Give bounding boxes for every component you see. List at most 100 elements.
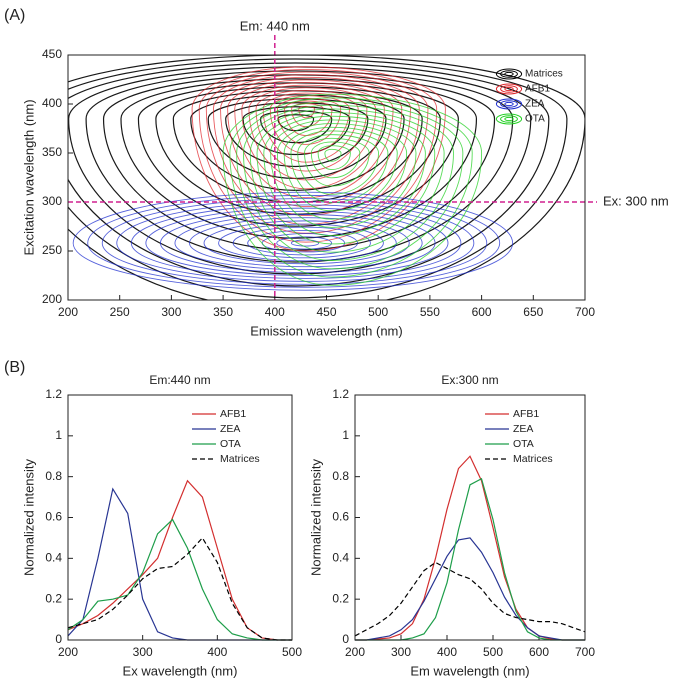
legend-label: OTA [513, 438, 534, 450]
contour-ring [248, 87, 377, 181]
legend-swatch [504, 116, 514, 122]
contour-ring [137, 82, 459, 227]
x-tick-label: 500 [368, 305, 388, 319]
contour-ring [130, 204, 462, 279]
contour-ring [324, 148, 342, 162]
contour-ring [85, 70, 514, 263]
contour-ring [263, 115, 426, 237]
contour-ring [276, 236, 333, 250]
x-tick-label: 600 [472, 305, 492, 319]
y-tick-label: 0.4 [45, 551, 62, 565]
x-tick-label: 700 [575, 305, 595, 319]
y-tick-label: 0.8 [332, 469, 349, 483]
contour-ring [225, 102, 369, 168]
x-tick-label: 700 [575, 645, 595, 659]
contour-ring [68, 62, 550, 287]
legend-swatch [500, 70, 518, 78]
y-tick-label: 0.6 [45, 510, 62, 524]
y-tick-label: 400 [42, 96, 62, 110]
y-tick-label: 1 [55, 428, 62, 442]
y-tick-label: 200 [42, 292, 62, 306]
x-tick-label: 300 [161, 305, 181, 319]
contour-ring [205, 71, 429, 234]
contour-ring [304, 137, 370, 187]
series-line [67, 518, 292, 641]
contour-ring [174, 214, 423, 271]
legend-swatch [504, 101, 514, 107]
y-tick-label: 1.2 [45, 387, 62, 401]
contour-ring [243, 104, 454, 261]
contour-ring [241, 84, 385, 190]
y-tick-label: 450 [42, 47, 62, 61]
reference-label: Ex: 300 nm [603, 193, 669, 208]
plot-frame [354, 394, 586, 641]
y-tick-label: 1 [342, 428, 349, 442]
contour-ring [276, 123, 408, 220]
series-line [354, 561, 586, 637]
chart-title: Ex:300 nm [441, 373, 498, 387]
x-tick-label: 300 [133, 645, 153, 659]
y-tick-label: 0.6 [332, 510, 349, 524]
contour-ring [190, 94, 405, 191]
y-axis-label: Normalized intensity [308, 458, 323, 576]
x-tick-label: 400 [265, 305, 285, 319]
contour-ring [298, 105, 315, 119]
contour-ring [218, 223, 384, 262]
legend-label: AFB1 [220, 408, 246, 420]
y-tick-label: 0.2 [332, 591, 349, 605]
series-line [355, 477, 585, 641]
y-tick-label: 300 [42, 194, 62, 208]
legend-label: OTA [220, 438, 241, 450]
y-axis-label: Normalized intensity [21, 458, 36, 576]
legend-swatch [500, 100, 518, 108]
y-tick-label: 250 [42, 243, 62, 257]
contour-ring [203, 220, 397, 265]
legend-label: AFB1 [513, 408, 539, 420]
contour-ring [297, 134, 379, 195]
y-tick-label: 0 [55, 632, 62, 646]
x-tick-label: 200 [58, 645, 78, 659]
legend-label: Matrices [513, 453, 553, 465]
reference-label: Em: 440 nm [240, 18, 310, 33]
contour-ring [68, 55, 585, 300]
y-tick-label: 0.8 [45, 469, 62, 483]
contour-ring [255, 90, 368, 172]
contour-ring [247, 229, 358, 256]
legend-swatch [495, 68, 523, 80]
legend-label: ZEA [525, 99, 545, 110]
legend-label: AFB1 [525, 84, 550, 95]
x-tick-label: 350 [213, 305, 233, 319]
contour-ring [68, 66, 532, 275]
contour-ring [227, 79, 403, 208]
contour-ring [256, 112, 436, 245]
legend-swatch [495, 98, 523, 110]
panel-label: (A) [4, 7, 25, 24]
legend-swatch [495, 113, 523, 125]
legend-swatch [500, 115, 518, 123]
x-tick-label: 300 [391, 645, 411, 659]
chart-title: Em:440 nm [149, 373, 210, 387]
series-line [67, 479, 292, 641]
x-tick-label: 450 [316, 305, 336, 319]
contour-ring [236, 101, 464, 270]
x-axis-label: Ex wavelength (nm) [123, 663, 238, 678]
x-tick-label: 400 [437, 645, 457, 659]
contour-ring [191, 66, 446, 252]
plot-frame [67, 394, 293, 641]
y-tick-label: 0 [342, 632, 349, 646]
contour-ring [259, 110, 333, 144]
contour-ring [222, 93, 483, 286]
contour-ring [283, 126, 398, 212]
x-tick-label: 250 [110, 305, 130, 319]
plot-frame [67, 54, 586, 301]
series-line [67, 536, 292, 641]
legend-label: Matrices [525, 69, 563, 80]
y-tick-label: 0.4 [332, 551, 349, 565]
legend-swatch [495, 83, 523, 95]
x-tick-label: 400 [207, 645, 227, 659]
contour-ring [290, 239, 320, 247]
contour-ring [310, 141, 361, 179]
legend-label: OTA [525, 114, 545, 125]
